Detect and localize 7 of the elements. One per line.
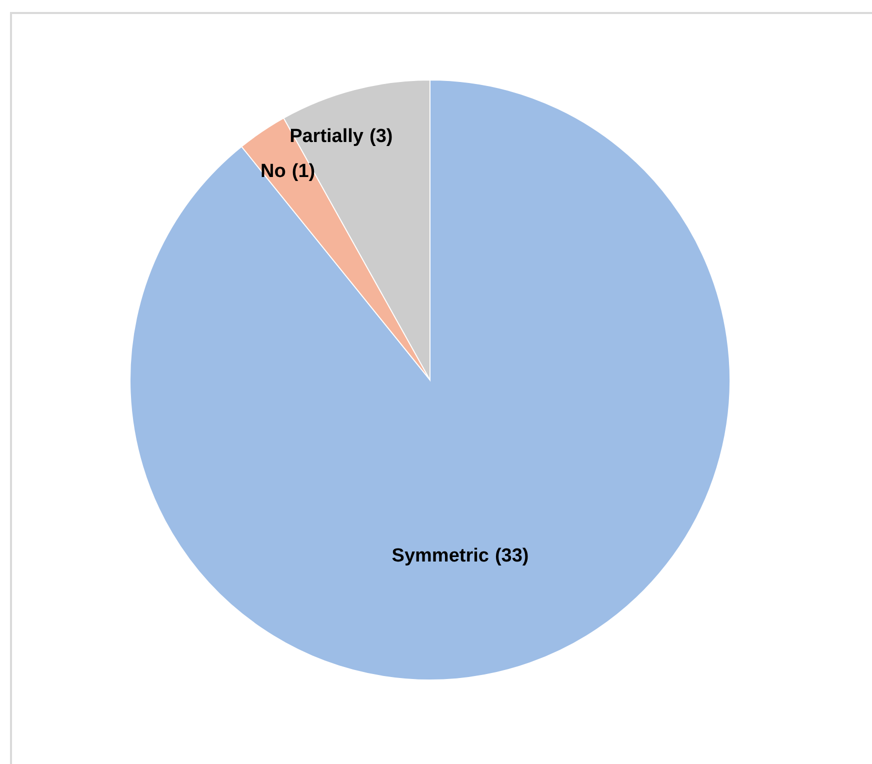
slice-label: No xyxy=(260,161,286,182)
pie-slice xyxy=(130,80,730,680)
data-label: (3) xyxy=(370,126,393,148)
slice-label: Symmetric xyxy=(392,545,490,566)
slice-label: Partially xyxy=(290,126,364,148)
data-label: (1) xyxy=(292,161,316,182)
data-label: (33) xyxy=(494,545,529,566)
